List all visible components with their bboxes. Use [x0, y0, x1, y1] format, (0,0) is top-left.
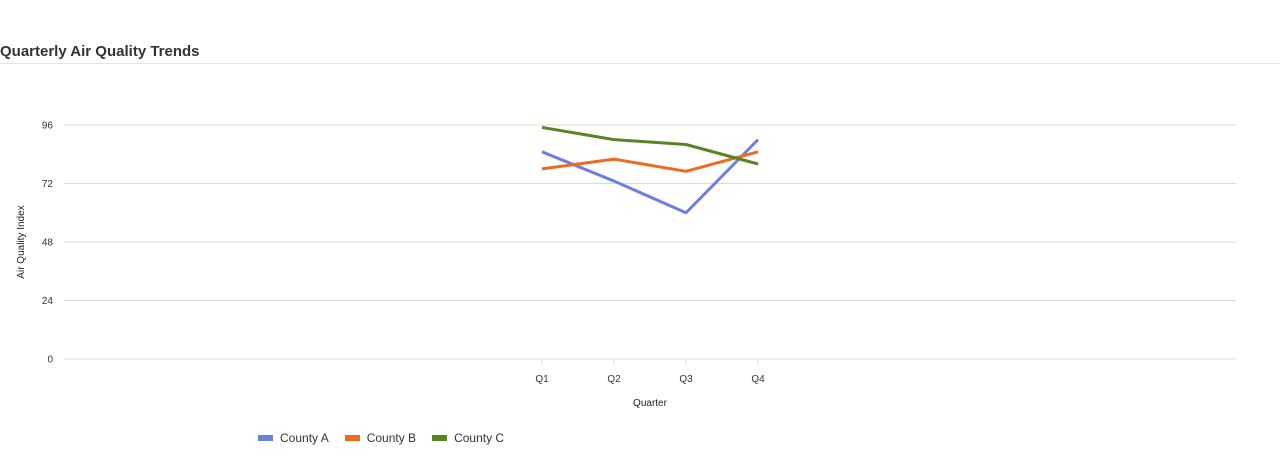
y-tick-label: 72 — [42, 179, 54, 190]
legend-swatch — [344, 435, 360, 441]
x-tick-label: Q1 — [535, 374, 549, 385]
legend-swatch — [258, 435, 273, 441]
x-tick-label: Q3 — [679, 374, 693, 385]
y-tick-label: 24 — [42, 296, 54, 307]
x-tick-label: Q2 — [607, 374, 621, 385]
y-tick-label: 0 — [47, 355, 53, 366]
series-line-1[interactable] — [541, 138, 760, 215]
legend-label: County C — [454, 431, 505, 445]
y-tick-label: 96 — [42, 121, 54, 132]
legend-label: County B — [366, 431, 417, 445]
y-axis-label: Air Quality Index — [16, 205, 27, 278]
x-axis-label: Quarter — [633, 398, 668, 409]
y-axis-ticks: 0 24 48 72 96 — [42, 121, 54, 366]
legend-item[interactable]: County C — [432, 431, 504, 445]
chart-header: Quarterly Air Quality Trends — [0, 0, 1280, 64]
legend-item[interactable]: County A — [258, 431, 329, 445]
gridlines — [64, 124, 1236, 360]
y-tick-label: 48 — [42, 238, 54, 249]
x-tick-label: Q4 — [751, 374, 765, 385]
series-line-2[interactable] — [541, 150, 759, 173]
legend-item[interactable]: County B — [344, 431, 417, 445]
legend-swatch — [432, 435, 448, 441]
chart-legend: County A County B County C — [258, 431, 504, 445]
x-axis-ticks: Q1 Q2 Q3 Q4 — [535, 359, 765, 385]
series-line-3[interactable] — [541, 125, 759, 166]
legend-label: County A — [280, 431, 329, 445]
chart-title: Quarterly Air Quality Trends — [0, 43, 200, 60]
series-lines — [541, 125, 760, 215]
